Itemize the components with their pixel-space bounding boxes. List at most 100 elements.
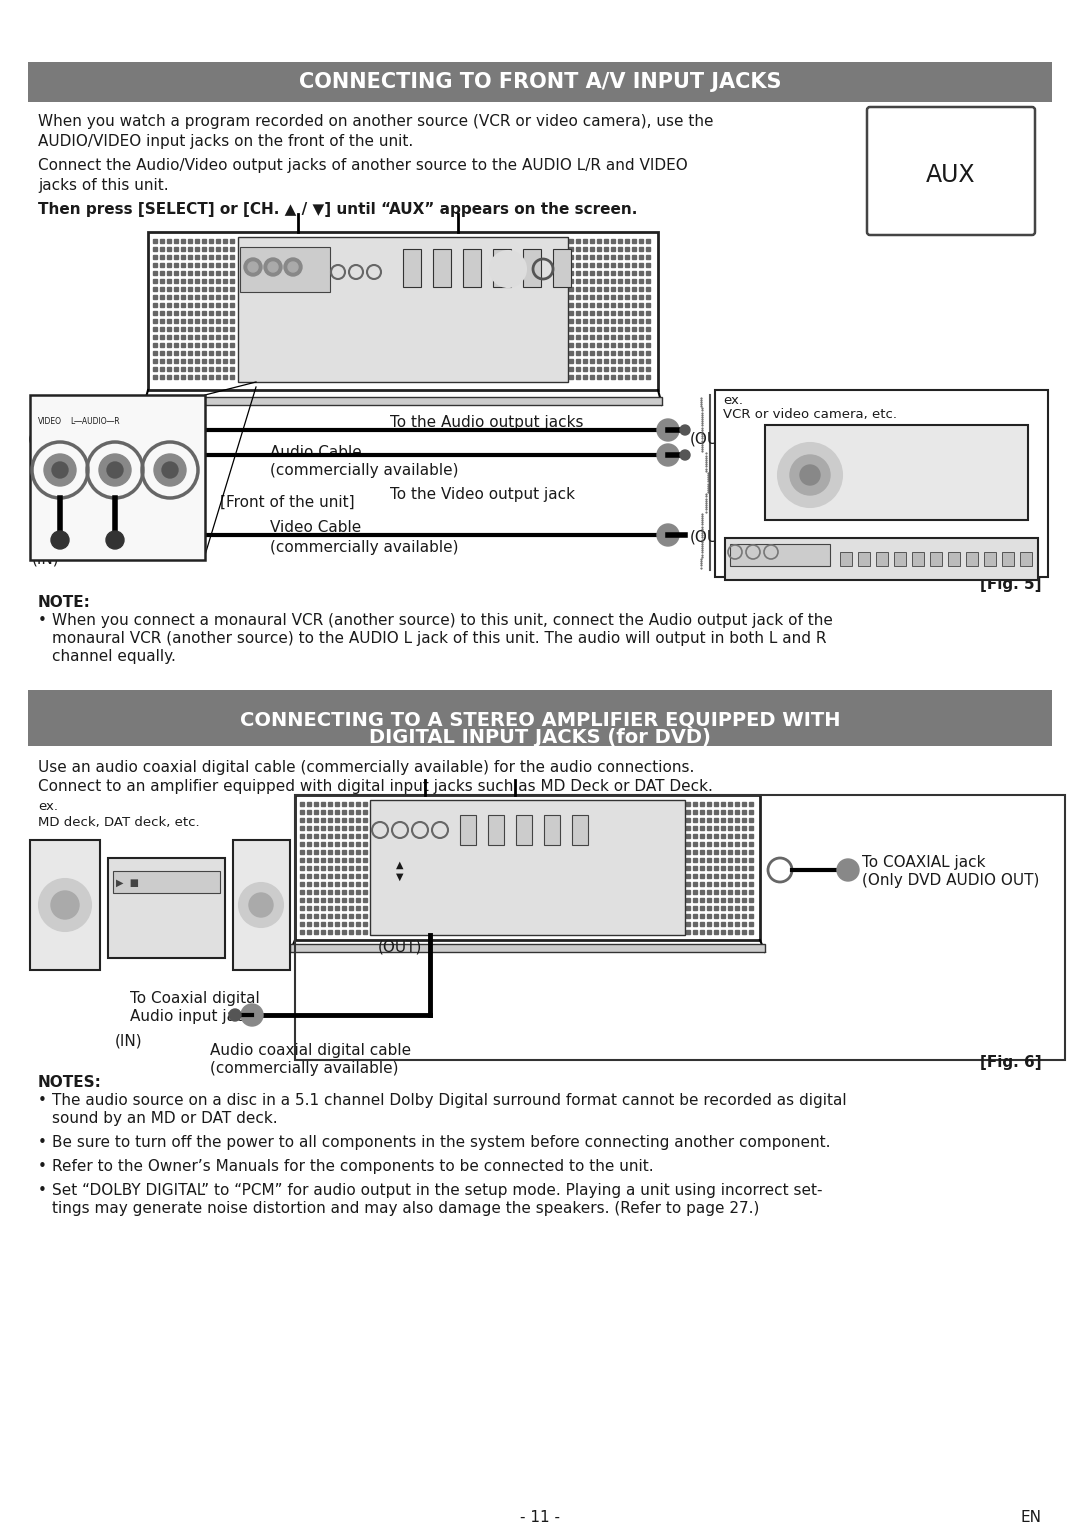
Bar [30,395,205,560]
Text: Set “DOLBY DIGITAL” to “PCM” for audio output in the setup mode. Playing a unit : Set “DOLBY DIGITAL” to “PCM” for audio o… [52,1183,823,1198]
Bar [984,552,996,566]
Circle shape [248,262,258,272]
Bar [240,247,330,291]
Bar [488,815,504,845]
Circle shape [51,531,69,549]
Text: - 11 -: - 11 - [519,1511,561,1524]
Text: (Only DVD AUDIO OUT): (Only DVD AUDIO OUT) [862,873,1039,888]
Text: CONNECTING TO FRONT A/V INPUT JACKS: CONNECTING TO FRONT A/V INPUT JACKS [299,72,781,92]
Text: ▲
▼: ▲ ▼ [396,861,404,882]
Bar [492,249,511,287]
Text: (OUT): (OUT) [690,530,734,545]
Bar [108,858,225,958]
Text: L―AUDIO―R: L―AUDIO―R [70,417,120,426]
Bar [948,552,960,566]
FancyBboxPatch shape [867,107,1035,235]
Circle shape [778,443,842,507]
Circle shape [284,258,302,276]
Circle shape [39,879,91,931]
Text: jacks of this unit.: jacks of this unit. [38,179,168,192]
Text: When you connect a monaural VCR (another source) to this unit, connect the Audio: When you connect a monaural VCR (another… [52,613,833,629]
Text: VCR or video camera, etc.: VCR or video camera, etc. [723,407,897,421]
Bar [544,815,561,845]
Text: Use an audio coaxial digital cable (commercially available) for the audio connec: Use an audio coaxial digital cable (comm… [38,760,694,775]
Text: Refer to the Owner’s Manuals for the components to be connected to the unit.: Refer to the Owner’s Manuals for the com… [52,1160,653,1173]
Text: (IN): (IN) [32,551,59,566]
Text: NOTE:: NOTE: [38,595,91,610]
Bar [460,815,476,845]
Bar [295,795,1065,1061]
Bar [295,795,760,940]
Bar [553,249,571,287]
Text: tings may generate noise distortion and may also damage the speakers. (Refer to : tings may generate noise distortion and … [52,1201,759,1216]
Text: •: • [38,613,46,629]
Circle shape [249,893,273,917]
Circle shape [244,258,262,276]
Bar [516,815,532,845]
Text: ex.: ex. [38,800,58,813]
Text: ▶  ■: ▶ ■ [116,877,139,888]
Circle shape [800,465,820,485]
Text: Video Cable: Video Cable [270,520,361,536]
Text: (commercially available): (commercially available) [210,1061,399,1076]
Circle shape [99,455,131,485]
Circle shape [680,426,690,435]
Text: •: • [38,1093,46,1108]
Bar [433,249,451,287]
Circle shape [837,859,859,881]
Circle shape [490,250,526,287]
Bar [238,237,568,382]
Text: AUX: AUX [927,163,975,188]
Text: DIGITAL INPUT JACKS (for DVD): DIGITAL INPUT JACKS (for DVD) [369,728,711,748]
Text: [Fig. 5]: [Fig. 5] [981,577,1042,592]
Circle shape [268,262,278,272]
Bar [876,552,888,566]
Text: To the Video output jack: To the Video output jack [390,487,575,502]
Circle shape [657,523,679,546]
Text: (OUT): (OUT) [378,940,422,955]
Text: •: • [38,1135,46,1151]
Bar [912,552,924,566]
Bar [840,552,852,566]
Text: When you watch a program recorded on another source (VCR or video camera), use t: When you watch a program recorded on ano… [38,114,714,130]
Text: To COAXIAL jack: To COAXIAL jack [862,855,986,870]
Bar [233,839,291,971]
Circle shape [229,1009,241,1021]
Bar [148,232,658,391]
Bar [730,543,831,566]
Bar [523,249,541,287]
Text: (OUT): (OUT) [690,432,734,447]
Text: [Fig. 6]: [Fig. 6] [981,1054,1042,1070]
Circle shape [680,450,690,459]
Circle shape [789,455,831,494]
Bar [1020,552,1032,566]
Text: AUDIO/VIDEO input jacks on the front of the unit.: AUDIO/VIDEO input jacks on the front of … [38,134,414,150]
Bar [113,871,220,893]
Text: •: • [38,1160,46,1173]
Text: MD deck, DAT deck, etc.: MD deck, DAT deck, etc. [38,816,200,829]
Text: Connect the Audio/Video output jacks of another source to the AUDIO L/R and VIDE: Connect the Audio/Video output jacks of … [38,159,688,172]
Text: sound by an MD or DAT deck.: sound by an MD or DAT deck. [52,1111,278,1126]
Text: ex.: ex. [723,394,743,407]
Circle shape [51,891,79,919]
Circle shape [154,455,186,485]
Bar [725,539,1038,580]
Bar [144,397,662,404]
Text: monaural VCR (another source) to the AUDIO L jack of this unit. The audio will o: monaural VCR (another source) to the AUD… [52,630,826,645]
Circle shape [264,258,282,276]
Bar [28,63,1052,102]
Bar [765,426,1028,520]
Text: (IN): (IN) [114,1033,143,1048]
Circle shape [241,1004,264,1025]
Bar [715,391,1048,577]
Bar [1002,552,1014,566]
Text: (commercially available): (commercially available) [270,540,459,555]
Bar [966,552,978,566]
Text: To the Audio output jacks: To the Audio output jacks [390,415,583,430]
Circle shape [106,531,124,549]
Circle shape [52,462,68,478]
Circle shape [288,262,298,272]
Circle shape [657,420,679,441]
Text: CONNECTING TO A STEREO AMPLIFIER EQUIPPED WITH: CONNECTING TO A STEREO AMPLIFIER EQUIPPE… [240,710,840,729]
Bar [463,249,481,287]
